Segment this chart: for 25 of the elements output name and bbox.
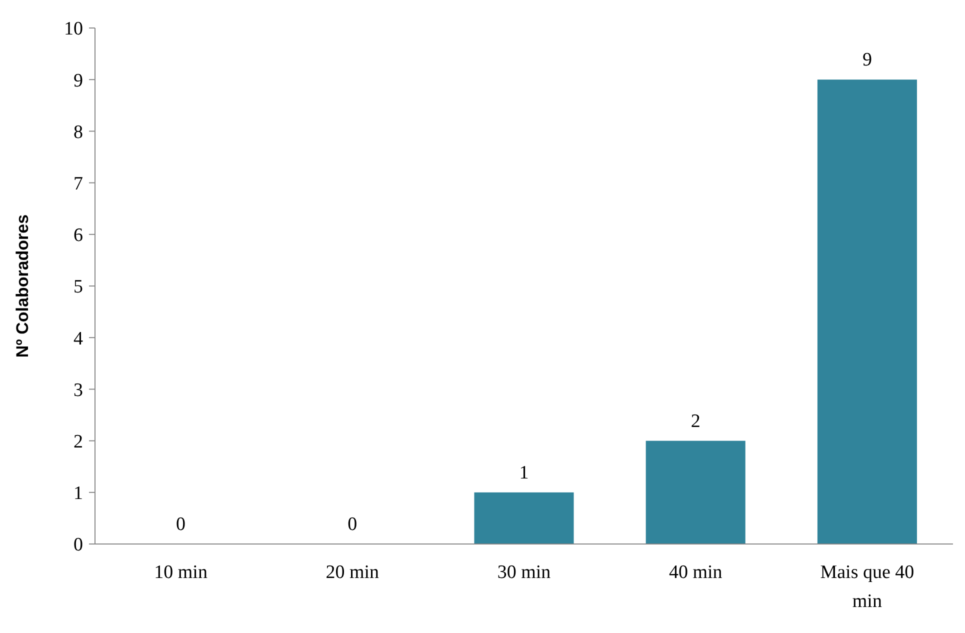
y-tick-label: 4: [74, 328, 84, 350]
x-tick-label: 10 min: [154, 562, 208, 583]
data-label: 0: [348, 514, 358, 535]
data-label: 2: [690, 410, 700, 432]
x-tick-label: 40 min: [668, 562, 723, 583]
y-tick-label: 2: [74, 431, 83, 452]
y-tick-label: 3: [74, 380, 83, 401]
data-label: 0: [176, 514, 186, 535]
y-tick-label: 7: [74, 173, 83, 194]
y-tick-label: 6: [74, 225, 83, 246]
x-tick-label: 20 min: [326, 562, 380, 583]
bar: [817, 80, 917, 544]
y-tick-label: 0: [74, 534, 83, 556]
x-tick-label: Mais que 40 min: [820, 562, 914, 612]
y-tick-label: 10: [64, 18, 83, 40]
bar: [474, 492, 574, 544]
y-tick-label: 1: [74, 483, 83, 504]
data-label: 1: [519, 462, 529, 484]
y-tick-label: 5: [74, 276, 83, 298]
bar: [646, 440, 746, 544]
y-tick-label: 9: [74, 70, 83, 92]
data-label: 9: [862, 50, 872, 71]
x-tick-label: 30 min: [497, 562, 552, 583]
y-axis-title: Nº Colaboradores: [13, 214, 32, 358]
y-tick-label: 8: [74, 122, 83, 143]
